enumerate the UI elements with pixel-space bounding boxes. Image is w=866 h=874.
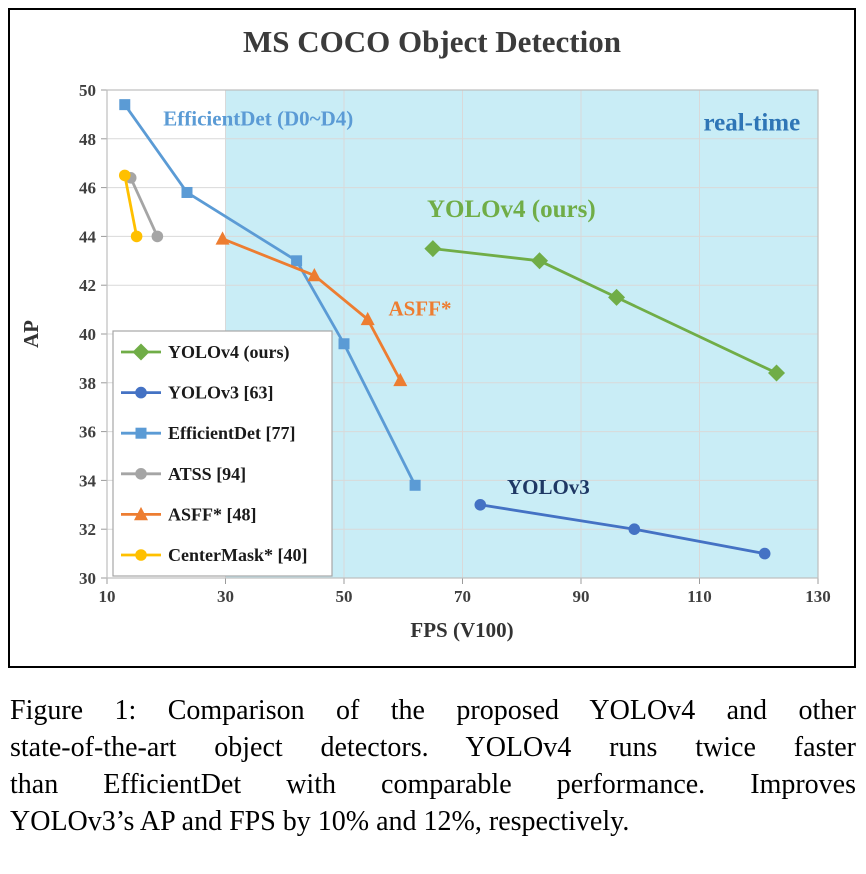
legend-label: ATSS [94] [168, 464, 246, 484]
series-yolov4-ours [424, 240, 786, 382]
marker-diamond-icon [608, 288, 626, 306]
annotation-real-time: real-time [704, 109, 801, 136]
y-tick-label: 48 [79, 130, 96, 149]
x-tick-label: 130 [805, 587, 831, 606]
y-tick-label: 50 [79, 81, 96, 100]
legend-item-asff-48: ASFF* [48] [121, 504, 257, 524]
x-tick-label: 90 [573, 587, 590, 606]
chart-canvas: FPS (V100) AP 10 30 50 70 90 110 1303032343638… [19, 81, 831, 642]
marker-square-icon [409, 479, 421, 491]
marker-circle-icon [628, 523, 641, 535]
y-axis-label: AP [19, 320, 43, 348]
x-tick-label: 70 [454, 587, 471, 606]
marker-circle-icon [118, 169, 131, 182]
caption-line: Figure 1: Comparison of the proposed YOL… [10, 695, 856, 726]
legend-box [112, 330, 333, 577]
y-tick-label: 30 [79, 569, 96, 588]
legend-label: YOLOv3 [63] [168, 383, 274, 403]
chart-title: MS COCO Object Detection [243, 24, 621, 59]
marker-square-icon [181, 186, 193, 198]
marker-triangle-icon [134, 506, 148, 521]
caption-line: than EfficientDet with comparable perfor… [10, 769, 856, 800]
legend-label: CenterMask* [40] [168, 545, 307, 565]
caption-line: state-of-the-art object detectors. YOLOv… [10, 732, 856, 763]
series-line [432, 247, 778, 375]
legend-item-atss-94: ATSS [94] [121, 464, 246, 484]
marker-diamond-icon [768, 364, 786, 382]
x-tick-label: 30 [217, 587, 234, 606]
y-tick-label: 34 [79, 471, 97, 490]
marker-square-icon [119, 99, 131, 111]
legend-item-efficientdet-77: EfficientDet [77] [121, 423, 295, 443]
series-line [129, 177, 159, 237]
x-tick-label: 10 [99, 587, 116, 606]
series-centermask-40 [118, 169, 143, 243]
marker-circle-icon [474, 499, 487, 511]
series-line [123, 175, 138, 237]
marker-triangle-icon [360, 311, 375, 326]
marker-square-icon [135, 427, 147, 439]
marker-circle-icon [130, 230, 143, 243]
legend-label: YOLOv4 (ours) [168, 342, 290, 363]
marker-circle-icon [151, 230, 164, 243]
caption-line: YOLOv3’s AP and FPS by 10% and 12%, resp… [10, 806, 630, 837]
x-axis-label: FPS (V100) [410, 618, 513, 642]
legend-item-yolov4-ours: YOLOv4 (ours) [121, 342, 290, 363]
legend-item-yolov3-63: YOLOv3 [63] [121, 383, 274, 403]
figure-panel: FPS (V100) AP 10 30 50 70 90 110 130 30 32 34 36 38… [8, 8, 856, 668]
y-tick-label: 42 [79, 276, 96, 295]
series-asff-48 [215, 231, 408, 387]
marker-square-icon [291, 255, 303, 267]
series-yolov3-63 [474, 499, 771, 560]
marker-triangle-icon [215, 231, 230, 245]
figure-caption: Figure 1: Comparison of the proposed YOL… [10, 692, 856, 840]
y-tick-label: 36 [79, 423, 96, 442]
y-tick-label: 44 [79, 227, 97, 246]
series-line [222, 237, 402, 382]
legend-label: EfficientDet [77] [168, 423, 295, 443]
marker-triangle-icon [307, 267, 322, 282]
marker-diamond-icon [132, 343, 150, 361]
annotation-asff: ASFF* [388, 297, 451, 321]
y-tick-label: 40 [79, 325, 96, 344]
marker-square-icon [338, 338, 350, 350]
legend-item-centermask-40: CenterMask* [40] [121, 545, 307, 565]
annotation-yolov4-ours: YOLOv4 (ours) [427, 196, 596, 223]
plot-border [106, 89, 819, 579]
y-tick-label: 38 [79, 374, 96, 393]
marker-circle-icon [758, 547, 771, 560]
y-tick-label: 46 [79, 179, 96, 198]
marker-circle-icon [135, 468, 147, 480]
annotation-yolov3: YOLOv3 [507, 475, 590, 499]
series-efficientdet-77 [119, 99, 421, 491]
marker-circle-icon [135, 549, 147, 561]
annotation-efficientdet-d0-d4: EfficientDet (D0~D4) [163, 106, 353, 130]
marker-triangle-icon [393, 372, 408, 387]
marker-circle-icon [135, 386, 147, 399]
x-tick-label: 50 [336, 587, 353, 606]
x-tick-label: 110 [687, 587, 712, 606]
legend-label: ASFF* [48] [168, 504, 257, 524]
marker-diamond-icon [424, 240, 442, 258]
y-tick-label: 32 [79, 520, 96, 539]
